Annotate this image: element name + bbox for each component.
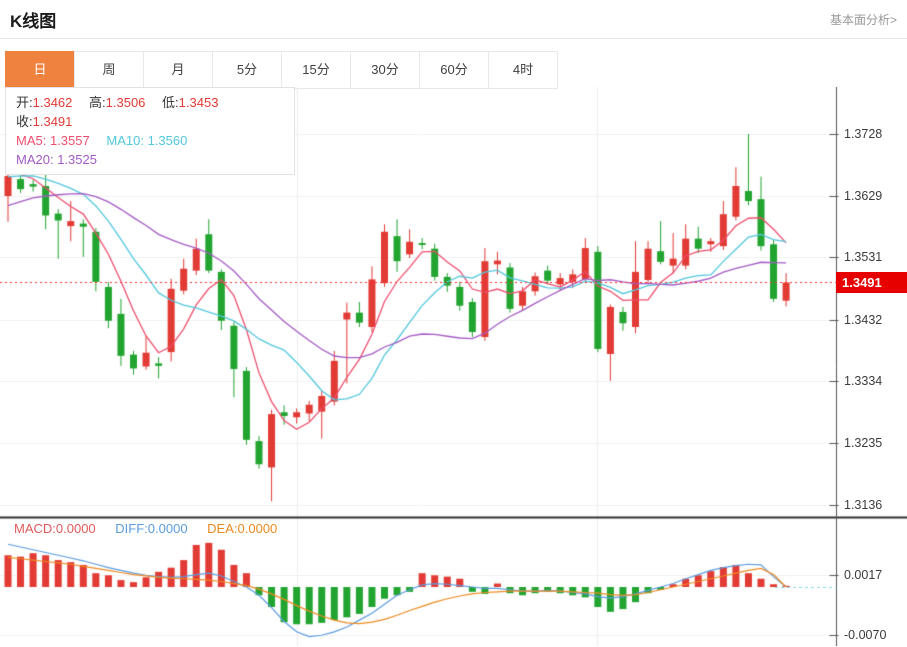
low-label: 低:: [162, 95, 179, 110]
y-axis-label: 1.3728: [844, 127, 883, 141]
tab-30min[interactable]: 30分: [350, 51, 420, 89]
y-axis-label: 1.3334: [844, 374, 883, 388]
ma5-label: MA5:: [16, 133, 47, 148]
dea-label: DEA:: [207, 521, 238, 536]
open-value: 1.3462: [32, 95, 73, 110]
chart-area: 开:1.3462 高:1.3506 低:1.3453 收:1.3491 MA5:…: [0, 87, 907, 646]
ma20-value: 1.3525: [57, 152, 97, 167]
kline-macd-canvas[interactable]: [0, 87, 907, 646]
y-axis-label: 1.3432: [844, 313, 883, 327]
y-axis-label: -0.0070: [844, 628, 887, 642]
tab-5min[interactable]: 5分: [212, 51, 282, 89]
dea-value: 0.0000: [237, 521, 278, 536]
y-axis-label: 1.3235: [844, 436, 883, 450]
diff-value: 0.0000: [147, 521, 188, 536]
macd-label: MACD:: [14, 521, 56, 536]
fundamental-analysis-link[interactable]: 基本面分析>: [829, 12, 897, 27]
tab-15min[interactable]: 15分: [281, 51, 351, 89]
tab-day[interactable]: 日: [5, 51, 75, 89]
open-label: 开:: [16, 95, 33, 110]
header: K线图 基本面分析>: [0, 0, 907, 39]
current-price-badge: 1.3491: [836, 272, 907, 293]
y-axis-label: 0.0017: [844, 568, 883, 582]
y-axis-label: 1.3531: [844, 250, 883, 264]
high-value: 1.3506: [105, 95, 146, 110]
ma20-label: MA20:: [16, 152, 54, 167]
y-axis-label: 1.3136: [844, 498, 883, 512]
ma5-value: 1.3557: [49, 133, 90, 148]
ma10-value: 1.3560: [147, 133, 188, 148]
low-value: 1.3453: [178, 95, 219, 110]
y-axis-label: 1.3629: [844, 189, 883, 203]
tab-week[interactable]: 周: [74, 51, 144, 89]
tab-60min[interactable]: 60分: [419, 51, 489, 89]
close-value: 1.3491: [32, 114, 73, 129]
ohlc-ma-info-box: 开:1.3462 高:1.3506 低:1.3453 收:1.3491 MA5:…: [5, 87, 295, 175]
high-label: 高:: [89, 95, 106, 110]
macd-value: 0.0000: [55, 521, 96, 536]
page-title: K线图: [10, 11, 57, 31]
ohlc-row: 开:1.3462 高:1.3506 低:1.3453 收:1.3491: [16, 93, 284, 131]
ma-row: MA5: 1.3557 MA10: 1.3560 MA20: 1.3525: [16, 131, 284, 169]
tab-month[interactable]: 月: [143, 51, 213, 89]
macd-info-row: MACD:0.0000 DIFF:0.0000 DEA:0.0000: [14, 521, 293, 536]
tab-4hour[interactable]: 4时: [488, 51, 558, 89]
close-label: 收:: [16, 114, 33, 129]
diff-label: DIFF:: [115, 521, 148, 536]
period-tab-bar: 日 周 月 5分 15分 30分 60分 4时: [5, 51, 907, 89]
ma10-label: MA10:: [106, 133, 144, 148]
